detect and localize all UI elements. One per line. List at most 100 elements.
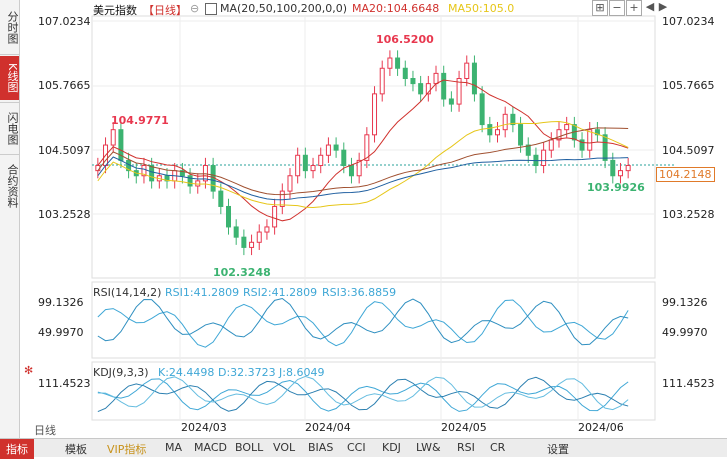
expand-icon[interactable]: ⊞: [592, 0, 608, 16]
candle-body: [402, 67, 408, 80]
candle-body: [594, 129, 600, 136]
date-label-4: 2024/06: [578, 421, 624, 434]
annotation-high: 106.5200: [376, 33, 434, 46]
candle-body: [333, 144, 339, 151]
rsi1-line: [97, 299, 629, 348]
period-button[interactable]: 日线: [34, 424, 56, 437]
main-panel-border: [91, 15, 656, 279]
price-axis-right-4: 103.2528: [662, 208, 715, 221]
tab-template[interactable]: 模板: [65, 443, 87, 456]
candle-body: [164, 175, 170, 182]
candle-body: [318, 154, 324, 167]
candle-body: [233, 226, 239, 238]
ma20-line: [97, 79, 629, 222]
candle-body: [471, 62, 477, 95]
candle-body: [556, 129, 562, 141]
candle-body: [564, 124, 570, 131]
tab-kdj[interactable]: KDJ: [382, 441, 401, 454]
tab-indicator[interactable]: 指标: [0, 439, 34, 459]
candle-body: [272, 205, 278, 228]
tab-vol[interactable]: VOL: [273, 441, 296, 454]
candle-body: [295, 154, 301, 177]
left-icon[interactable]: ◀: [645, 0, 655, 13]
annotation-recent-low: 103.9926: [587, 181, 645, 194]
candle-body: [226, 205, 231, 228]
date-label-2: 2024/04: [305, 421, 351, 434]
candle-body: [372, 93, 378, 136]
right-icon[interactable]: ▶: [658, 0, 668, 13]
plus-icon[interactable]: +: [626, 0, 642, 16]
date-label-3: 2024/05: [441, 421, 487, 434]
candle-body: [418, 83, 424, 95]
date-label-1: 2024/03: [181, 421, 227, 434]
candle-body: [264, 226, 270, 233]
candle-body: [249, 241, 255, 248]
minus-icon[interactable]: −: [609, 0, 625, 16]
rsi-axis-2: 49.9970: [38, 326, 84, 339]
rsi1-value: RSI1:41.2809: [165, 286, 240, 299]
ma-settings-icon[interactable]: [205, 3, 217, 15]
price-axis-right-1: 107.0234: [662, 15, 715, 28]
rsi2-value: RSI2:41.2809: [243, 286, 318, 299]
candle-body: [256, 231, 262, 243]
tab-ma[interactable]: MA: [165, 441, 183, 454]
tab-macd[interactable]: MACD: [194, 441, 227, 454]
tab-flash[interactable]: 闪电图: [6, 111, 19, 145]
kline-chart[interactable]: [20, 0, 727, 438]
tab-cr[interactable]: CR: [490, 441, 506, 454]
candle-body: [456, 78, 462, 105]
candle-body: [395, 57, 401, 69]
candle-body: [502, 113, 508, 131]
tab-vip[interactable]: VIP指标: [107, 443, 147, 456]
annotation-low: 102.3248: [213, 266, 271, 279]
candle-body: [287, 175, 293, 192]
candle-body: [602, 134, 608, 161]
kdj-k-line: [97, 378, 629, 412]
candle-body: [541, 149, 547, 167]
candle-body: [325, 144, 331, 156]
tab-cci[interactable]: CCI: [347, 441, 366, 454]
kdj-j-line: [97, 375, 629, 411]
price-axis-3: 104.5097: [38, 144, 91, 157]
ma50-line: [97, 120, 629, 208]
candle-body: [448, 98, 454, 105]
tab-contract-info[interactable]: 合约资料: [6, 164, 19, 208]
candle-body: [495, 129, 500, 136]
candle-body: [302, 154, 308, 172]
tab-lw[interactable]: LW&: [416, 441, 441, 454]
tab-settings[interactable]: 设置: [547, 443, 569, 456]
candle-body: [364, 134, 370, 161]
ma20-value: MA20:104.6648: [352, 2, 440, 15]
candle-body: [149, 165, 155, 182]
price-axis-4: 103.2528: [38, 208, 91, 221]
candle-body: [587, 129, 593, 151]
kdj-settings-icon[interactable]: ✻: [24, 364, 34, 377]
kdj-axis-1: 111.4523: [38, 377, 91, 390]
tab-timeshare[interactable]: 分时图: [6, 10, 19, 44]
candle-body: [241, 236, 247, 248]
tab-boll[interactable]: BOLL: [235, 441, 264, 454]
candle-body: [195, 180, 201, 187]
kdj-label: KDJ(9,3,3): [93, 366, 149, 379]
candle-body: [510, 113, 516, 126]
kdj-j-value: J:8.6049: [279, 366, 325, 379]
collapse-icon[interactable]: ⊖: [190, 2, 200, 15]
candle-body: [218, 190, 224, 207]
symbol-title: 美元指数: [93, 4, 137, 17]
candle-body: [425, 83, 431, 95]
tab-kline[interactable]: K线图: [0, 56, 19, 100]
candle-body: [617, 170, 623, 177]
kdj-d-value: D:32.3723: [218, 366, 276, 379]
rsi3-line: [97, 297, 629, 346]
price-axis-1: 107.0234: [38, 15, 91, 28]
ma200-line: [97, 156, 629, 201]
kdj-panel-border: [91, 361, 656, 421]
price-axis-2: 105.7665: [38, 79, 91, 92]
candle-body: [525, 144, 531, 156]
ma-params: MA(20,50,100,200,0,0): [220, 2, 348, 15]
rsi-axis-1: 99.1326: [38, 296, 84, 309]
tab-bias[interactable]: BIAS: [308, 441, 334, 454]
candle-body: [441, 72, 447, 100]
tab-rsi[interactable]: RSI: [457, 441, 475, 454]
candle-body: [579, 139, 585, 151]
